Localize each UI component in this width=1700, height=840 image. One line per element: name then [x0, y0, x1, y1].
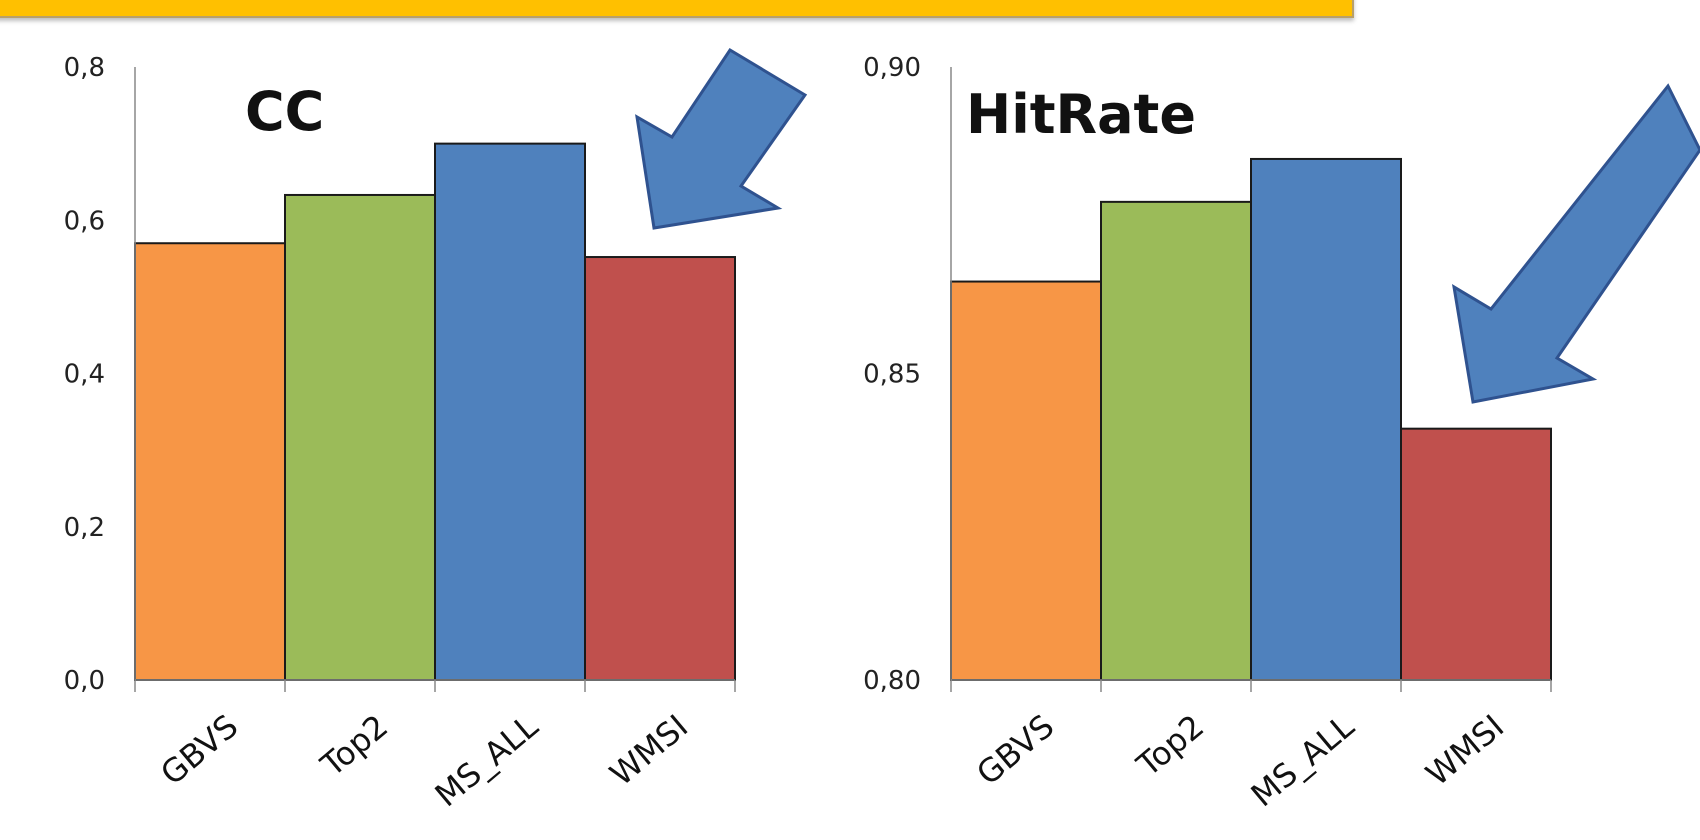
- cc-category-label: WMSI: [603, 707, 696, 793]
- hitrate-bar-top2: [1100, 200, 1252, 682]
- cc-y-tick-label: 0,2: [64, 513, 105, 543]
- hitrate-category-label: MS_ALL: [1244, 707, 1362, 814]
- hitrate-category-label: GBVS: [969, 707, 1061, 793]
- hitrate-bar-ms-all: [1250, 157, 1402, 681]
- hitrate-bar-wmsi: [1400, 427, 1552, 682]
- cc-bar-gbvs: [134, 242, 286, 682]
- cc-bar-top2: [284, 193, 436, 681]
- cc-chart-title: CC: [245, 80, 324, 143]
- cc-bar-wmsi: [584, 256, 736, 681]
- cc-arrow-icon: [635, 47, 808, 230]
- hitrate-chart: 0,80 0,85 0,90 GBVS Top2 MS_ALL WMSI HitRate: [863, 53, 1700, 814]
- cc-category-label: GBVS: [153, 707, 245, 793]
- hitrate-arrow-icon: [1451, 83, 1700, 404]
- cc-category-label: MS_ALL: [428, 707, 546, 814]
- cc-y-tick-label: 0,6: [64, 206, 105, 236]
- cc-category-label: Top2: [313, 707, 395, 785]
- hitrate-y-tick-label: 0,80: [863, 666, 921, 696]
- header-banner: [0, 0, 1354, 18]
- cc-y-tick-label: 0,4: [64, 360, 105, 390]
- hitrate-bar-gbvs: [950, 280, 1102, 681]
- cc-bar-ms-all: [434, 142, 586, 681]
- cc-chart: 0,0 0,2 0,4 0,6 0,8 GBVS Top2 MS_ALL WMSI CC: [64, 47, 808, 814]
- hitrate-category-label: WMSI: [1419, 707, 1512, 793]
- hitrate-category-label: Top2: [1129, 707, 1211, 785]
- hitrate-y-tick-label: 0,85: [863, 360, 921, 390]
- cc-y-tick-label: 0,8: [64, 53, 105, 83]
- hitrate-chart-title: HitRate: [966, 83, 1196, 146]
- cc-y-tick-label: 0,0: [64, 666, 105, 696]
- hitrate-y-tick-label: 0,90: [863, 53, 921, 83]
